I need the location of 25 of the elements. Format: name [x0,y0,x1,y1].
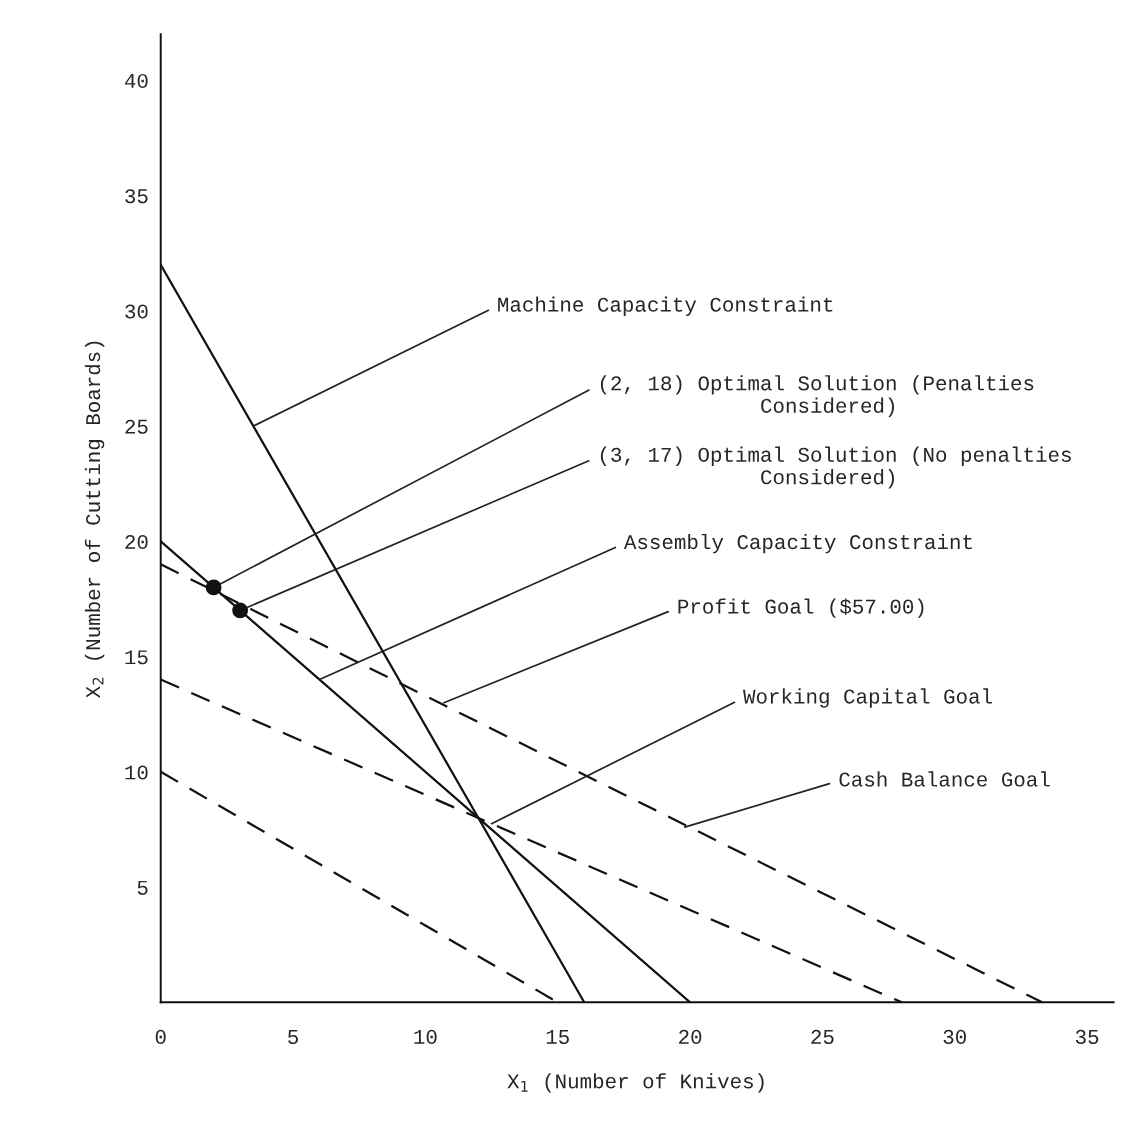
y-tick-label: 5 [137,880,148,895]
y-tick-label: 20 [125,534,148,550]
x-tick-label: 35 [1075,1029,1099,1045]
y-tick-label: 35 [125,189,148,204]
x-tick-label: 30 [943,1029,966,1045]
y-tick-label: 25 [125,419,148,434]
annotation: Cash Balance Goal [839,771,1050,787]
annotation: (3, 17) Optimal Solution (No penalties Considered) [600,446,1071,489]
x-tick-label: 20 [679,1029,702,1045]
x-tick-label: 0 [155,1029,166,1045]
x-tick-label: 10 [414,1029,437,1045]
annotation: Machine Capacity Constraint [498,296,833,316]
text: X$_{1}$ (Number of Knives) [507,1073,764,1093]
y-tick-label: 40 [124,73,148,89]
y-tick-label: 15 [125,650,148,665]
x-tick-label: 25 [811,1029,834,1045]
annotation: Working Capital Goal [743,688,992,708]
annotation: (2, 18) Optimal Solution (Penalties Considered) [600,375,1034,417]
x-tick-label: 15 [546,1030,569,1045]
y-tick-label: 30 [125,304,148,319]
x-tick-label: 5 [288,1030,298,1045]
annotation: Profit Goal ($57.00) [678,598,924,618]
text: X$_{2}$ (Number of Cutting Boards) [84,341,105,698]
annotation: Assembly Capacity Constraint [623,533,972,554]
y-tick-label: 10 [125,765,148,780]
